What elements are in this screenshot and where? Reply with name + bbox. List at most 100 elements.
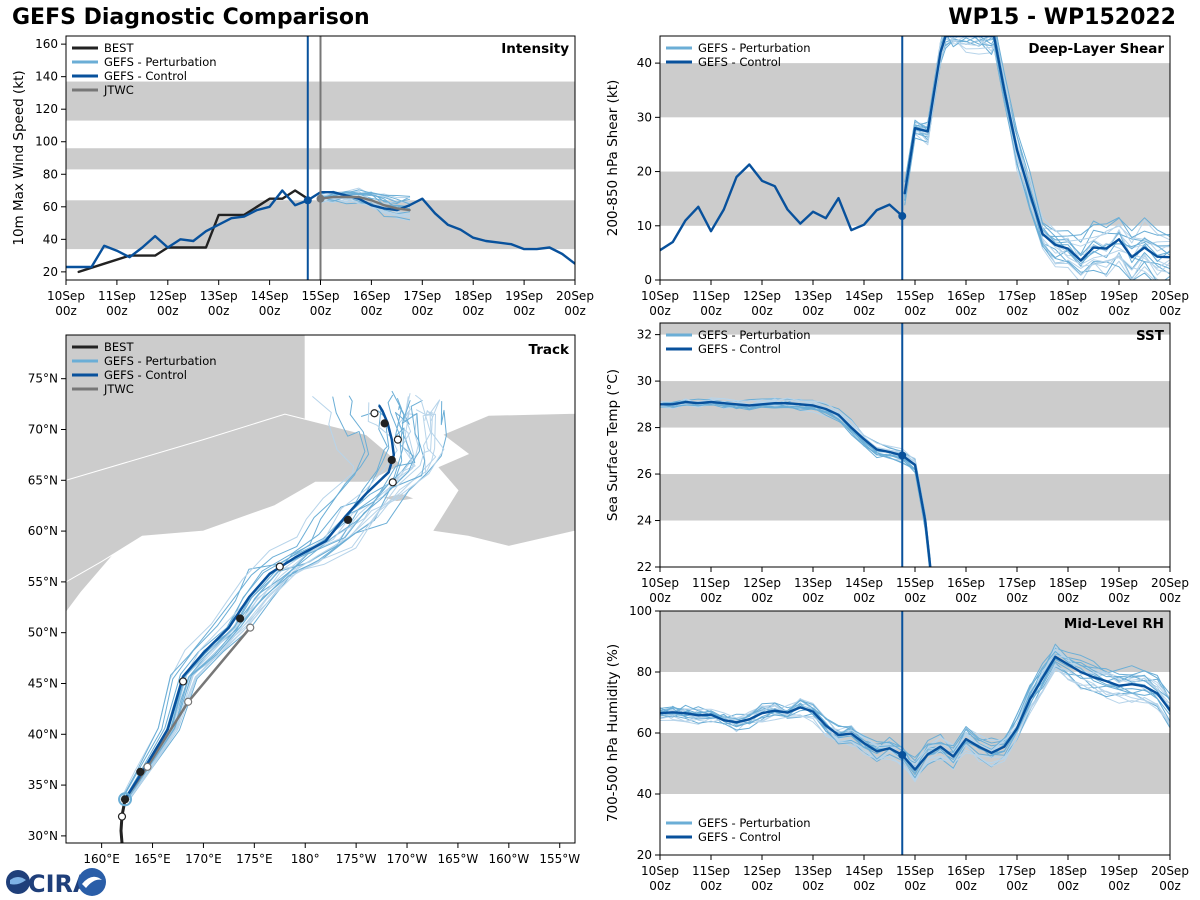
map-area	[66, 335, 575, 843]
y-tick-label: 40	[637, 787, 652, 801]
init-value-marker	[898, 451, 907, 460]
badge-swirl-icon	[82, 876, 102, 888]
lat-tick-label: 40°N	[28, 727, 58, 741]
lat-tick-label: 75°N	[28, 372, 58, 386]
legend-label: GEFS - Control	[104, 69, 187, 83]
legend-label: BEST	[104, 41, 134, 55]
y-tick-label: 140	[35, 70, 58, 84]
perturbation-track-line	[123, 410, 390, 800]
best-track-point	[117, 812, 127, 821]
category-band	[660, 323, 1170, 335]
perturbation-member-line	[660, 402, 930, 567]
lon-tick-label: 175°W	[336, 852, 377, 866]
x-tick-hour-label: 00z	[802, 591, 824, 605]
best-track-point	[235, 614, 245, 623]
x-tick-hour-label: 00z	[853, 304, 875, 318]
jtwc-track-point	[184, 697, 193, 706]
lon-tick-label: 160°W	[488, 852, 529, 866]
x-tick-hour-label: 00z	[751, 879, 773, 893]
intensity-panel: 2040608010012014016010Sep00z11Sep00z12Se…	[11, 35, 594, 318]
x-tick-day-label: 20Sep	[556, 289, 594, 303]
best-track-point	[136, 767, 145, 776]
storm-id-title: WP15 - WP152022	[948, 5, 1176, 30]
best-track-point	[275, 562, 284, 571]
x-tick-hour-label: 00z	[1159, 879, 1181, 893]
x-tick-hour-label: 00z	[361, 304, 383, 318]
best-track-point	[120, 795, 130, 804]
legend-label: JTWC	[103, 83, 134, 97]
x-tick-hour-label: 00z	[955, 591, 977, 605]
legend-label: GEFS - Control	[698, 55, 781, 69]
y-tick-label: 32	[637, 328, 652, 342]
y-tick-label: 160	[35, 37, 58, 51]
jtwc-track-point	[143, 762, 152, 771]
lat-tick-label: 65°N	[28, 473, 58, 487]
x-tick-hour-label: 00z	[259, 304, 281, 318]
x-tick-hour-label: 00z	[955, 879, 977, 893]
gefs-control-analysis-line	[660, 163, 904, 252]
x-tick-day-label: 17Sep	[403, 289, 441, 303]
x-tick-day-label: 11Sep	[692, 576, 730, 590]
x-tick-hour-label: 00z	[462, 304, 484, 318]
y-tick-label: 100	[35, 135, 58, 149]
legend-label: GEFS - Perturbation	[104, 55, 217, 69]
x-tick-day-label: 18Sep	[1049, 864, 1087, 878]
lon-tick-label: 165°W	[438, 852, 479, 866]
x-tick-day-label: 20Sep	[1151, 289, 1189, 303]
y-tick-label: 0	[644, 273, 652, 287]
x-tick-day-label: 10Sep	[641, 576, 679, 590]
x-tick-hour-label: 00z	[1057, 304, 1079, 318]
plot-area	[660, 643, 1170, 783]
perturbation-track-line	[125, 390, 416, 800]
x-tick-day-label: 14Sep	[251, 289, 289, 303]
x-tick-hour-label: 00z	[310, 304, 332, 318]
legend-label: GEFS - Perturbation	[104, 354, 217, 368]
x-tick-hour-label: 00z	[513, 304, 535, 318]
x-tick-day-label: 14Sep	[845, 864, 883, 878]
x-tick-day-label: 12Sep	[743, 864, 781, 878]
perturbation-track-line	[126, 400, 420, 800]
y-tick-label: 40	[637, 56, 652, 70]
x-tick-day-label: 17Sep	[998, 289, 1036, 303]
legend-label: JTWC	[103, 382, 134, 396]
chukotka-land	[66, 413, 403, 583]
lat-tick-label: 70°N	[28, 422, 58, 436]
perturbation-member-line	[904, 36, 1161, 280]
perturbation-member-line	[660, 654, 1170, 764]
lat-tick-label: 55°N	[28, 575, 58, 589]
x-tick-hour-label: 00z	[802, 304, 824, 318]
x-tick-day-label: 19Sep	[1100, 289, 1138, 303]
x-tick-hour-label: 00z	[700, 591, 722, 605]
x-tick-day-label: 16Sep	[947, 864, 985, 878]
y-axis-label: 10m Max Wind Speed (kt)	[11, 70, 27, 245]
y-tick-label: 20	[637, 848, 652, 862]
x-tick-hour-label: 00z	[1006, 879, 1028, 893]
y-tick-label: 22	[637, 560, 652, 574]
x-tick-day-label: 19Sep	[505, 289, 543, 303]
lat-tick-label: 30°N	[28, 829, 58, 843]
lat-tick-label: 35°N	[28, 778, 58, 792]
y-tick-label: 80	[43, 167, 58, 181]
panel-label: Track	[529, 342, 570, 358]
x-tick-hour-label: 00z	[904, 879, 926, 893]
best-track-point	[387, 455, 396, 465]
x-tick-hour-label: 00z	[1057, 591, 1079, 605]
legend-label: GEFS - Control	[698, 342, 781, 356]
best-track-point	[343, 515, 353, 525]
best-track-point	[388, 478, 397, 487]
legend-label: GEFS - Control	[698, 830, 781, 844]
x-tick-hour-label: 00z	[751, 304, 773, 318]
plot-area	[66, 187, 575, 274]
x-tick-hour-label: 00z	[1159, 304, 1181, 318]
category-band	[660, 171, 1170, 226]
y-tick-label: 24	[637, 514, 652, 528]
lon-tick-label: 170°W	[387, 852, 428, 866]
y-tick-label: 26	[637, 467, 652, 481]
y-tick-label: 30	[637, 110, 652, 124]
x-tick-hour-label: 00z	[649, 591, 671, 605]
x-tick-hour-label: 00z	[1108, 591, 1130, 605]
x-tick-day-label: 12Sep	[149, 289, 187, 303]
rh-panel: 2040608010010Sep00z11Sep00z12Sep00z13Sep…	[605, 604, 1189, 893]
gefs-control-line	[903, 36, 1170, 262]
x-tick-hour-label: 00z	[564, 304, 586, 318]
